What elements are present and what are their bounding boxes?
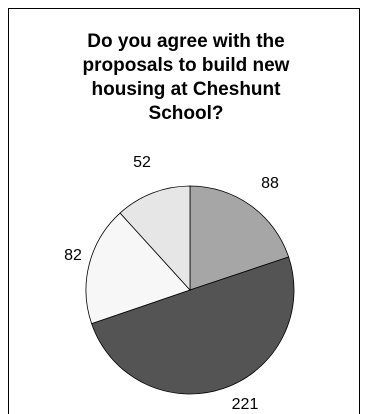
chart-title: Do you agree with the proposals to build… (55, 30, 317, 126)
chart-title-line-4: School? (148, 103, 224, 124)
pie-slice-82 (85, 212, 191, 325)
pie-slice-88 (189, 185, 290, 291)
pie-slice-52 (119, 185, 191, 292)
chart-frame (8, 8, 360, 414)
chart-title-line-1: Do you agree with the (87, 31, 285, 52)
data-label-88: 88 (261, 175, 279, 192)
chart-title-line-3: housing at Cheshunt (91, 79, 281, 100)
data-label-221: 221 (232, 396, 259, 413)
data-label-82: 82 (64, 247, 82, 264)
data-label-52: 52 (133, 154, 151, 171)
pie-slice-221 (91, 256, 295, 395)
chart-title-line-2: proposals to build new (82, 55, 290, 76)
